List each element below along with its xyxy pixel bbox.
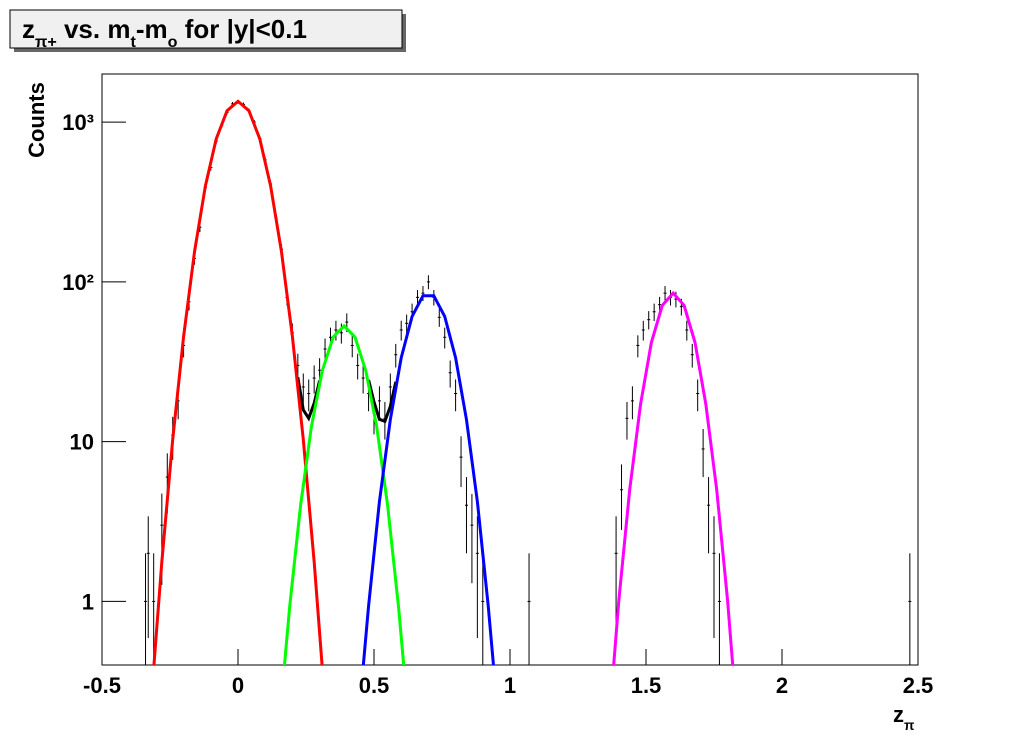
text-segment: -m xyxy=(136,14,168,44)
x-tick-label: -0.5 xyxy=(83,673,121,698)
y-tick-label: 10² xyxy=(62,270,94,295)
plot-area xyxy=(144,99,912,665)
text-segment: vs. m xyxy=(57,14,131,44)
text-segment: z xyxy=(893,702,904,727)
text-segment: π xyxy=(904,718,915,733)
title-box xyxy=(9,9,403,49)
fit-curve xyxy=(612,290,735,665)
y-tick-label: 1 xyxy=(82,589,94,614)
x-tick-label: 1.5 xyxy=(631,673,662,698)
x-tick-label: 2.5 xyxy=(903,673,934,698)
fit-curve xyxy=(152,99,324,665)
x-tick-label: 0.5 xyxy=(359,673,390,698)
y-tick-label: 10 xyxy=(70,430,94,455)
text-segment: t xyxy=(130,33,136,51)
plot-frame xyxy=(101,73,919,666)
x-tick-label: 0 xyxy=(232,673,244,698)
x-tick-label: 2 xyxy=(776,673,788,698)
chart-title: zπ+ vs. mt-mo for |y|<0.1 xyxy=(22,14,307,51)
fit-curve xyxy=(282,323,406,665)
x-tick-label: 1 xyxy=(504,673,516,698)
text-segment: π+ xyxy=(35,33,57,51)
y-tick-label: 10³ xyxy=(62,110,94,135)
text-segment: o xyxy=(168,33,178,51)
text-segment: z xyxy=(22,14,35,44)
x-axis-label: zπ xyxy=(893,702,915,733)
y-axis-label: Counts xyxy=(24,82,49,158)
text-segment: for |y|<0.1 xyxy=(177,14,306,44)
fit-curve xyxy=(361,294,495,665)
